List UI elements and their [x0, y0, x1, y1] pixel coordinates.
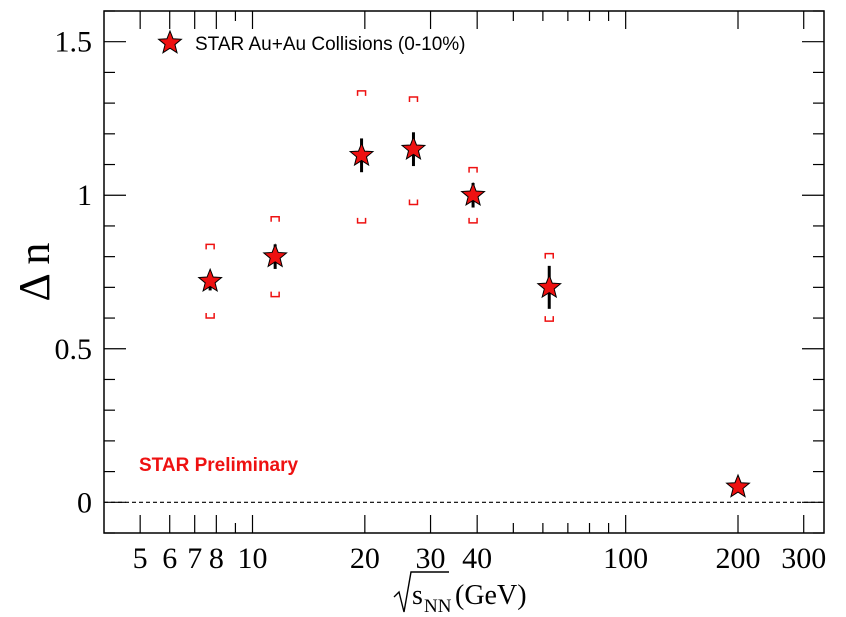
syst-bracket-upper: [270, 215, 280, 222]
plot-frame: [103, 10, 825, 534]
syst-bracket-upper: [356, 90, 367, 96]
x-axis-title-unit: (GeV): [455, 580, 527, 611]
x-tick-label: 6: [162, 542, 177, 575]
x-tick-label: 10: [237, 542, 267, 575]
x-tick-label: 30: [416, 542, 446, 575]
legend: STAR Au+Au Collisions (0-10%): [157, 29, 466, 55]
systematic-brackets: [205, 90, 554, 322]
data-point-star: [348, 141, 375, 167]
syst-bracket-lower: [408, 199, 419, 206]
y-tick-label: 1: [77, 179, 92, 212]
x-tick-label: 200: [716, 542, 761, 575]
x-tick-label: 300: [781, 542, 826, 575]
syst-bracket-lower: [270, 291, 280, 298]
x-axis-title: s NN (GeV): [393, 571, 527, 617]
legend-label: STAR Au+Au Collisions (0-10%): [195, 34, 466, 55]
y-tick-label: 1.5: [55, 26, 93, 59]
x-tick-label: 8: [209, 542, 224, 575]
data-point-star: [262, 243, 288, 268]
data-point-star: [725, 473, 751, 498]
syst-bracket-upper: [408, 96, 419, 102]
data-point-star: [536, 273, 562, 299]
legend-star-marker: [157, 29, 183, 54]
preliminary-annotation: STAR Preliminary: [139, 455, 299, 476]
data-point-star: [460, 181, 486, 207]
tick-labels: 5 6 7 8 10 20 30 40 100 200 300 0 0.5 1 1.5: [55, 26, 827, 575]
syst-bracket-lower: [468, 217, 478, 224]
syst-bracket-upper: [468, 166, 478, 173]
x-tick-label: 7: [187, 542, 202, 575]
x-tick-label: 40: [462, 542, 492, 575]
y-axis-title: Δ n: [10, 243, 59, 302]
y-tick-label: 0: [77, 486, 92, 519]
data-markers: [197, 135, 751, 498]
syst-bracket-lower: [205, 313, 215, 319]
stat-error-bars: [208, 132, 551, 309]
data-point-star: [400, 135, 427, 160]
syst-bracket-upper: [205, 243, 215, 250]
syst-bracket-upper: [544, 252, 554, 259]
sqrt-symbol: [393, 571, 449, 613]
x-tick-label: 20: [350, 542, 380, 575]
x-tick-label: 5: [133, 542, 148, 575]
x-axis-title-var: s: [412, 580, 423, 611]
x-axis-title-sub: NN: [424, 596, 452, 617]
syst-bracket-lower: [356, 217, 367, 224]
y-tick-label: 0.5: [55, 333, 93, 366]
x-tick-label: 100: [603, 542, 648, 575]
syst-bracket-lower: [544, 316, 554, 322]
data-point-star: [197, 267, 223, 293]
